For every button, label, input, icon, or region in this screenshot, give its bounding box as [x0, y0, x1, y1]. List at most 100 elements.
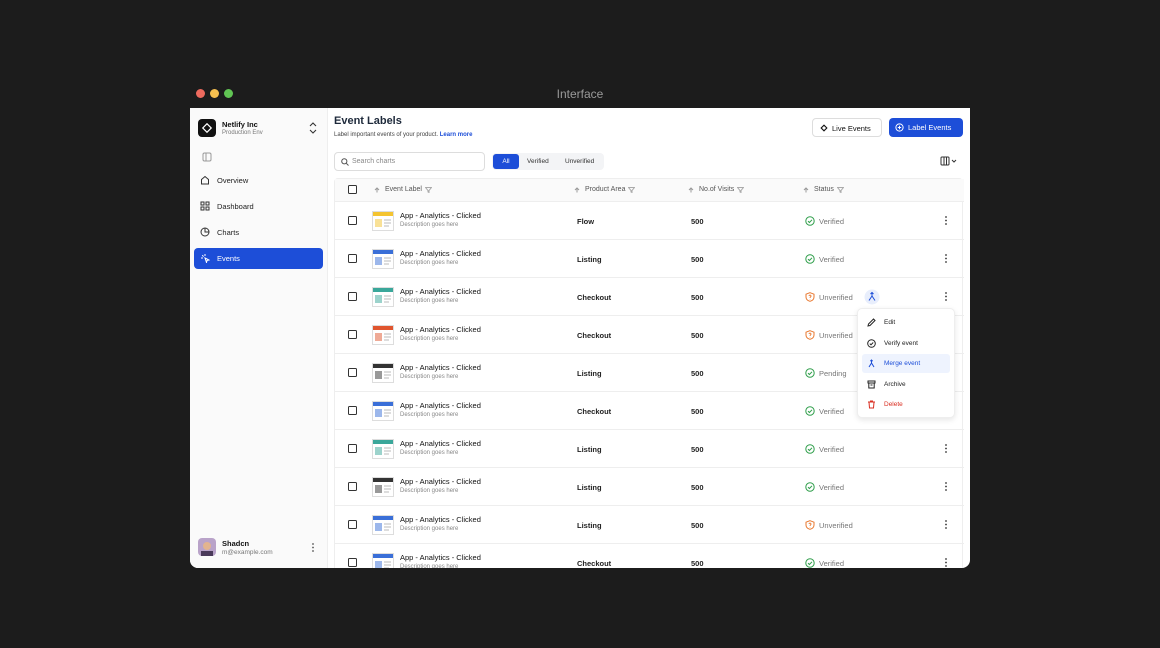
- menu-icon-shape: [868, 359, 875, 368]
- nav-label: Overview: [217, 176, 249, 185]
- menu-item[interactable]: Delete: [862, 395, 950, 414]
- column-header: Product Area: [585, 186, 626, 193]
- tab-unverified[interactable]: Unverified: [565, 158, 595, 165]
- merge-button-shape: [864, 289, 880, 305]
- events-table: Event Label Product Area No.of Visits Statu…: [334, 178, 964, 568]
- row-checkbox[interactable]: [348, 520, 357, 529]
- status-icon: [805, 558, 815, 568]
- row-actions-shape: [945, 523, 947, 526]
- event-name: App - Analytics - Clicked: [400, 477, 481, 486]
- row-actions[interactable]: [944, 443, 948, 454]
- sort-icon: [688, 187, 694, 193]
- menu-item[interactable]: Merge event: [862, 354, 950, 373]
- user-menu[interactable]: [311, 542, 315, 553]
- label-events-label: Label Events: [908, 123, 952, 132]
- product-area: Listing: [577, 445, 602, 454]
- status-label: Verified: [819, 255, 845, 264]
- row-checkbox[interactable]: [348, 216, 357, 225]
- product-area: Listing: [577, 369, 602, 378]
- row-thumbnail-shape: [373, 402, 393, 406]
- event-description: Description goes here: [400, 336, 459, 342]
- sidebar-toggle[interactable]: [202, 152, 212, 162]
- menu-item[interactable]: Archive: [862, 375, 950, 394]
- event-description: Description goes here: [400, 222, 459, 228]
- row-actions[interactable]: [944, 215, 948, 226]
- label-events-button[interactable]: Label Events: [889, 118, 963, 137]
- search-box[interactable]: Search charts: [334, 152, 485, 171]
- nav-icon-shape: [205, 201, 210, 206]
- search-icon: [341, 158, 349, 166]
- menu-label: Merge event: [884, 360, 921, 367]
- row-actions-shape: [945, 447, 947, 450]
- filter-icon-shape: [628, 187, 636, 193]
- status-icon-shape: [805, 254, 815, 264]
- row-actions[interactable]: [944, 291, 948, 302]
- row-actions[interactable]: [944, 557, 948, 568]
- row-checkbox[interactable]: [348, 444, 357, 453]
- row-actions-shape: [945, 295, 947, 298]
- table-row: App - Analytics - Clicked Description goe…: [335, 315, 964, 354]
- row-checkbox[interactable]: [348, 330, 357, 339]
- row-actions-shape: [945, 299, 947, 301]
- product-area: Checkout: [577, 559, 612, 568]
- row-checkbox[interactable]: [348, 558, 357, 567]
- status-icon-shape: [805, 444, 815, 454]
- row-checkbox[interactable]: [348, 368, 357, 377]
- table-row: App - Analytics - Clicked Description goe…: [335, 429, 964, 468]
- row-actions[interactable]: [944, 253, 948, 264]
- nav-item[interactable]: Dashboard: [194, 196, 323, 217]
- row-actions[interactable]: [944, 519, 948, 530]
- nav-label: Dashboard: [217, 202, 254, 211]
- row-actions-shape: [945, 558, 947, 560]
- menu-label: Edit: [884, 319, 896, 326]
- minimize-dot[interactable]: [210, 89, 219, 98]
- menu-icon: [867, 318, 876, 327]
- status-icon-shape: [807, 409, 813, 414]
- filter-icon-shape: [836, 187, 844, 193]
- table-row: App - Analytics - Clicked Description goe…: [335, 201, 964, 240]
- row-action-menu: Edit Verify event Merge event Archive Delete: [857, 308, 955, 418]
- row-actions-shape: [945, 223, 947, 225]
- row-actions[interactable]: [944, 481, 948, 492]
- org-switch[interactable]: [309, 122, 317, 134]
- status-icon: [805, 292, 815, 302]
- row-checkbox[interactable]: [348, 292, 357, 301]
- org-logo: [198, 119, 216, 137]
- row-thumbnail: [372, 325, 394, 345]
- search-placeholder: Search charts: [352, 158, 396, 165]
- close-dot[interactable]: [196, 89, 205, 98]
- columns-toggle[interactable]: [940, 156, 960, 166]
- row-checkbox[interactable]: [348, 406, 357, 415]
- status-label: Pending: [819, 369, 847, 378]
- nav-icon-shape: [205, 206, 210, 211]
- row-checkbox[interactable]: [348, 254, 357, 263]
- event-name: App - Analytics - Clicked: [400, 515, 481, 524]
- row-actions-shape: [945, 254, 947, 256]
- maximize-dot[interactable]: [224, 89, 233, 98]
- nav-item[interactable]: Events: [194, 248, 323, 269]
- event-name: App - Analytics - Clicked: [400, 401, 481, 410]
- row-checkbox[interactable]: [348, 482, 357, 491]
- menu-item[interactable]: Edit: [862, 313, 950, 332]
- event-description: Description goes here: [400, 412, 459, 418]
- menu-icon: [868, 359, 875, 368]
- merge-button[interactable]: [864, 289, 880, 305]
- user-email: m@example.com: [222, 549, 273, 556]
- nav-item[interactable]: Overview: [194, 170, 323, 191]
- live-events-button[interactable]: Live Events: [812, 118, 882, 137]
- nav-item[interactable]: Charts: [194, 222, 323, 243]
- menu-label: Verify event: [884, 339, 918, 347]
- column-header: Event Label: [385, 186, 422, 193]
- status-icon: [805, 482, 815, 492]
- filter-icon: [836, 187, 844, 193]
- nav-icon-shape: [200, 201, 205, 206]
- learn-more-link[interactable]: Learn more: [439, 132, 473, 138]
- tab-verified[interactable]: Verified: [527, 158, 549, 165]
- status-label: Verified: [819, 483, 845, 492]
- select-all-checkbox[interactable]: [348, 185, 357, 194]
- event-description: Description goes here: [400, 526, 459, 532]
- menu-item[interactable]: Verify event: [862, 334, 950, 353]
- menu-icon-shape: [868, 400, 875, 409]
- tab-all[interactable]: All: [493, 154, 519, 169]
